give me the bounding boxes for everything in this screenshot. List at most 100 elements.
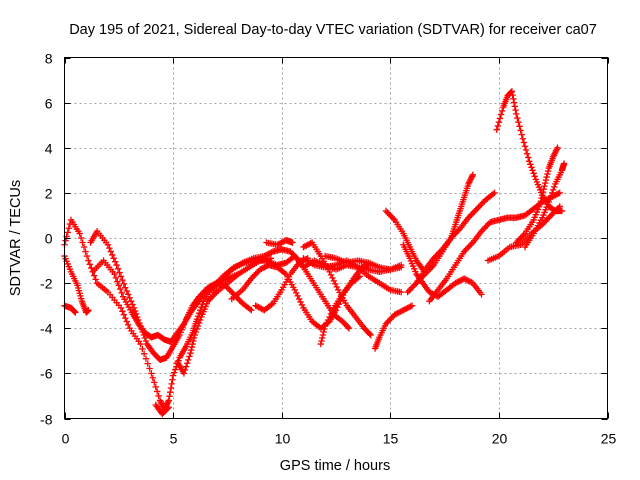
data-point — [236, 297, 243, 304]
data-point — [113, 261, 120, 269]
data-point — [540, 185, 547, 193]
data-point — [330, 277, 338, 285]
data-point — [110, 255, 117, 262]
data-point — [131, 307, 139, 315]
data-point — [127, 297, 135, 305]
data-point — [90, 272, 98, 279]
data-point — [385, 317, 393, 324]
axis-ticks — [64, 57, 609, 420]
data-point — [321, 325, 328, 333]
data-point — [186, 353, 193, 360]
data-point — [472, 206, 479, 214]
data-point — [287, 248, 294, 255]
data-point — [320, 328, 327, 336]
data-point — [165, 397, 172, 404]
data-point — [318, 337, 325, 345]
y-tick-label: -6 — [40, 366, 53, 382]
data-point — [324, 316, 332, 324]
data-point — [519, 135, 526, 142]
data-point — [332, 280, 339, 288]
x-tick-label: 0 — [62, 431, 70, 447]
data-point — [184, 360, 191, 367]
data-point — [115, 282, 122, 289]
data-point — [122, 314, 129, 322]
data-point — [521, 143, 529, 150]
data-point — [387, 212, 394, 219]
data-point — [169, 376, 176, 383]
data-point — [190, 334, 198, 342]
data-point — [144, 360, 151, 367]
data-point — [404, 288, 411, 296]
data-point — [140, 350, 148, 358]
data-point — [210, 291, 217, 299]
data-point — [329, 307, 336, 315]
y-tick-label: 0 — [45, 231, 53, 247]
data-point — [126, 294, 133, 301]
data-point — [509, 91, 516, 99]
data-point — [527, 161, 534, 168]
data-point — [249, 273, 256, 281]
series-trace — [521, 160, 568, 251]
x-axis-label: GPS time / hours — [280, 458, 390, 474]
data-point — [466, 242, 474, 249]
data-point — [546, 213, 553, 221]
data-point — [437, 247, 445, 254]
data-point — [107, 248, 115, 255]
data-point — [366, 330, 373, 338]
data-point — [207, 294, 214, 302]
data-point — [292, 289, 300, 297]
data-point — [508, 88, 515, 96]
data-point — [246, 305, 254, 313]
data-point — [298, 301, 306, 309]
data-point — [489, 190, 497, 198]
data-point — [117, 273, 125, 280]
data-point — [497, 111, 505, 118]
data-point — [85, 257, 92, 264]
series-trace — [228, 261, 372, 332]
data-point — [197, 307, 204, 314]
data-point — [155, 392, 162, 400]
data-point — [496, 115, 504, 122]
data-point — [172, 366, 179, 373]
data-point — [384, 209, 391, 216]
x-tick-label: 20 — [492, 431, 508, 447]
series-trace — [513, 144, 561, 246]
data-point — [514, 114, 521, 122]
data-point — [125, 321, 132, 329]
data-point — [382, 207, 390, 215]
data-point — [170, 369, 178, 376]
data-point — [194, 313, 202, 320]
data-point — [511, 103, 519, 110]
data-point — [508, 88, 516, 95]
data-point — [227, 288, 235, 295]
data-point — [294, 292, 301, 300]
data-point — [122, 284, 129, 291]
y-tick-label: -2 — [40, 276, 53, 292]
y-tick-label: 2 — [45, 186, 53, 202]
data-point — [455, 227, 462, 234]
data-point — [164, 405, 171, 412]
y-axis-tick-labels: -8 -6 -4 -2 0 2 4 6 8 — [40, 51, 53, 428]
data-point — [326, 313, 333, 321]
data-point — [462, 246, 469, 254]
data-point — [327, 271, 335, 279]
data-point — [169, 372, 177, 379]
data-point — [529, 167, 536, 174]
data-point — [515, 236, 523, 243]
data-point — [92, 276, 99, 283]
data-point — [114, 265, 122, 273]
data-point — [267, 255, 275, 262]
data-point — [530, 170, 537, 177]
data-point — [188, 343, 196, 351]
x-tick-label: 10 — [275, 431, 291, 447]
data-point — [385, 210, 393, 218]
data-point — [355, 274, 362, 281]
data-point — [165, 404, 172, 411]
data-point — [491, 189, 498, 197]
data-point — [180, 370, 188, 377]
data-point — [407, 303, 414, 310]
data-point — [65, 225, 73, 232]
data-point — [125, 291, 132, 298]
data-point — [197, 316, 204, 324]
data-point — [80, 243, 88, 251]
